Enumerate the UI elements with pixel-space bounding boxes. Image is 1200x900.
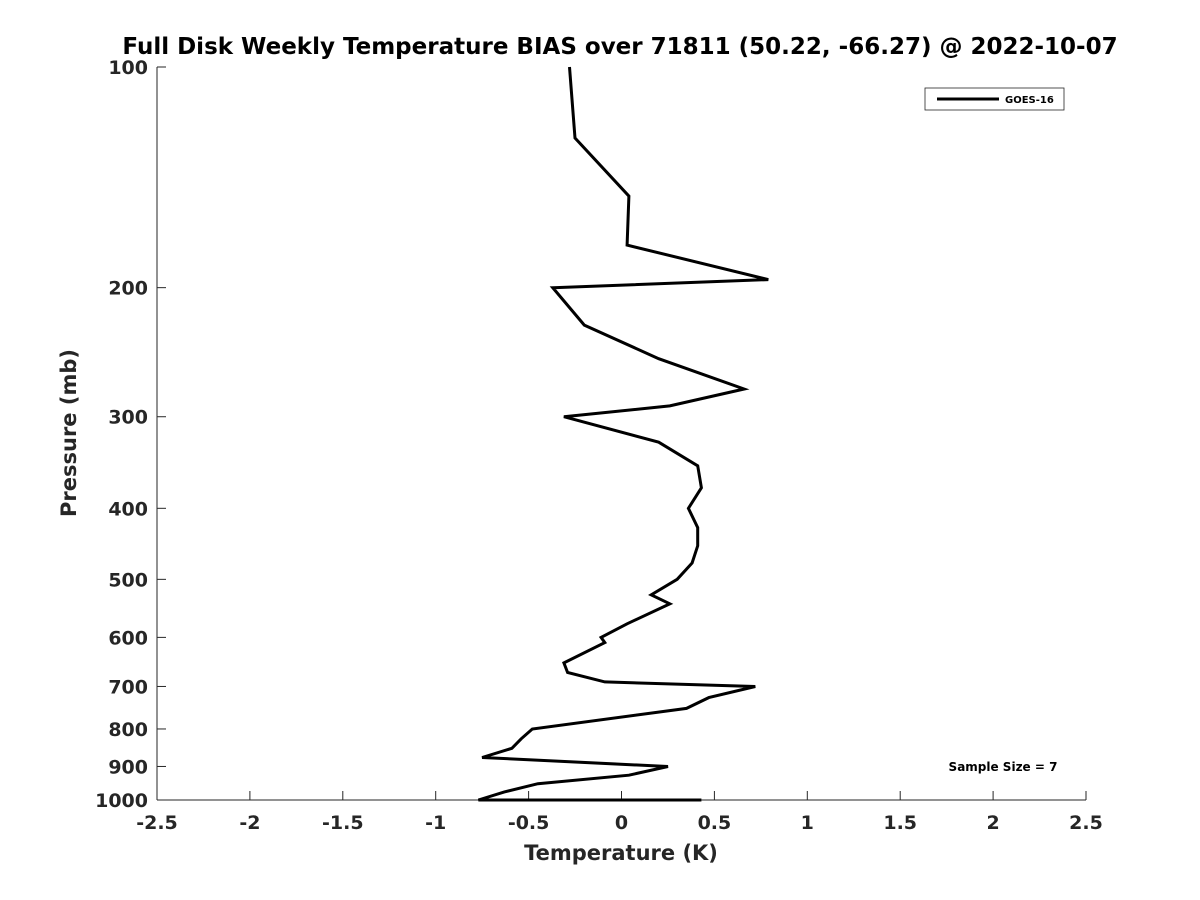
x-axis-ticks: -2.5 -2 -1.5 -1 -0.5 0 0.5 1 1.5 2 2.5 [136, 791, 1103, 834]
chart-title: Full Disk Weekly Temperature BIAS over 7… [122, 34, 1117, 60]
x-tick-label: -1 [425, 812, 446, 834]
legend[interactable]: GOES-16 [924, 87, 1065, 111]
y-tick-label: 300 [108, 407, 148, 429]
y-axis-label: Pressure (mb) [57, 349, 81, 517]
y-tick-label: 500 [108, 569, 148, 591]
x-tick-label: 0 [615, 812, 628, 834]
y-tick-label: 400 [108, 498, 148, 520]
x-tick-label: -2 [239, 812, 260, 834]
x-tick-label: -1.5 [322, 812, 364, 834]
y-tick-label: 200 [108, 278, 148, 300]
y-tick-label: 800 [108, 719, 148, 741]
x-tick-label: 1 [801, 812, 814, 834]
legend-label-goes-16: GOES-16 [1005, 95, 1054, 106]
x-tick-label: -2.5 [136, 812, 178, 834]
y-tick-label: 900 [108, 756, 148, 778]
y-axis-ticks: 100 200 300 400 500 600 700 800 900 1000 [95, 57, 166, 812]
series-layer [477, 66, 769, 802]
sample-size-annotation: Sample Size = 7 [949, 760, 1058, 774]
y-tick-label: 600 [108, 627, 148, 649]
x-tick-label: -0.5 [508, 812, 550, 834]
y-tick-label: 1000 [95, 790, 148, 812]
x-axis-label: Temperature (K) [524, 841, 718, 865]
series-line-goes-16 [477, 66, 769, 802]
x-tick-label: 1.5 [883, 812, 917, 834]
plot-area [157, 67, 1086, 801]
x-tick-label: 2.5 [1069, 812, 1103, 834]
x-tick-label: 0.5 [698, 812, 732, 834]
x-tick-label: 2 [986, 812, 999, 834]
y-tick-label: 100 [108, 57, 148, 79]
y-tick-label: 700 [108, 676, 148, 698]
